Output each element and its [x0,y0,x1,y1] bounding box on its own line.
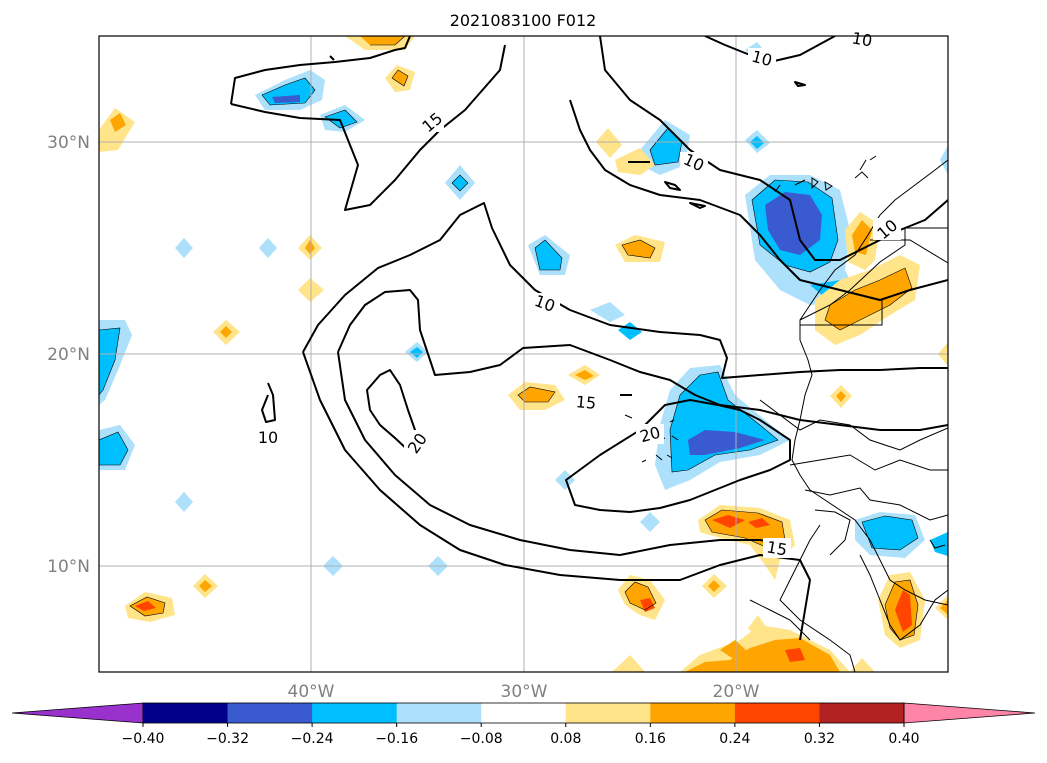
colorbar-extend-max [903,702,1036,724]
colorbar-swatch [227,703,313,723]
coastlines [624,155,948,672]
colorbar-tick-label: 0.08 [550,731,581,747]
colorbar: −0.40 −0.32 −0.24 −0.16 −0.08 0.08 0.16 0.24 0.3… [11,702,1036,747]
colorbar-tick-label: −0.32 [206,731,249,747]
longitude-labels: 40°W 30°W 20°W [288,682,760,702]
colorbar-swatch [481,703,567,723]
colorbar-tick-label: −0.40 [122,731,165,747]
map-panel [99,36,948,672]
colorbar-swatch [396,703,482,723]
thick-contours [230,36,948,641]
colorbar-frame [142,702,905,724]
lon-label-40w: 40°W [288,682,335,702]
lon-label-20w: 20°W [713,682,760,702]
lat-label-20n: 20°N [47,345,90,365]
contour-label: 15 [765,537,788,559]
colorbar-tick-label: −0.08 [460,731,503,747]
colorbar-extend-min [11,702,144,724]
gridlines [99,36,948,672]
map-frame [98,35,949,673]
colorbar-tick-label: −0.24 [291,731,334,747]
contour-label: 20 [638,423,663,447]
contour-label: 10 [258,428,278,447]
colorbar-swatch [143,703,229,723]
colorbar-tick-label: 0.24 [719,731,750,747]
lon-label-30w: 30°W [501,682,548,702]
colorbar-tick-label: −0.16 [375,731,418,747]
contour-labels: 15 10 10 10 10 10 10 20 15 20 15 [258,28,901,559]
lat-label-30n: 30°N [47,133,90,153]
contour-label: 15 [575,392,597,413]
lat-label-10n: 10°N [47,557,90,577]
latitude-labels: 30°N 20°N 10°N [47,133,90,577]
colorbar-swatch [734,703,820,723]
positive-anomaly-shading [99,36,948,672]
colorbar-tick-label: 0.32 [804,731,835,747]
map-title: 2021083100 F012 [450,11,597,30]
colorbar-swatch [650,703,736,723]
contour-label: 10 [850,28,873,50]
colorbar-swatch [565,703,651,723]
colorbar-swatch [312,703,398,723]
contour-label: 10 [750,47,775,71]
colorbar-tick-label: 0.40 [888,731,919,747]
colorbar-swatch [819,703,905,723]
colorbar-tick-label: 0.16 [635,731,666,747]
